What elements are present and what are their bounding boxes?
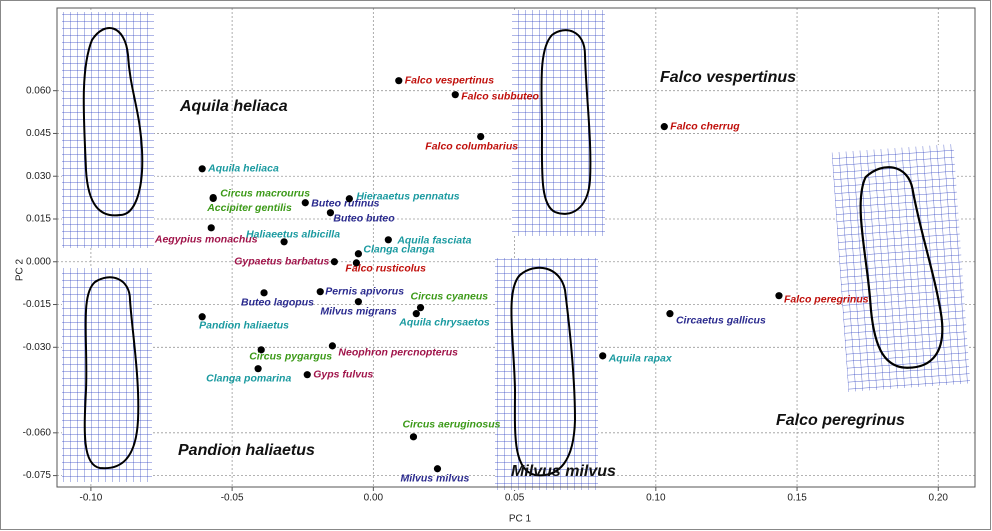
x-tick-label: 0.00 xyxy=(364,493,384,504)
point xyxy=(599,352,606,359)
point-label: Aquila chrysaetos xyxy=(398,316,490,328)
point xyxy=(199,165,206,172)
annotation: Pandion haliaetus xyxy=(178,442,315,459)
point xyxy=(452,91,459,98)
point-label: Falco rusticolus xyxy=(345,263,426,275)
point xyxy=(395,77,402,84)
point xyxy=(208,224,215,231)
point xyxy=(355,250,362,257)
point-label: Circus aeruginosus xyxy=(402,419,500,431)
y-tick-label: 0.015 xyxy=(26,214,51,225)
point-label: Gypaetus barbatus xyxy=(234,256,329,268)
point-label: Circus cyaneus xyxy=(411,290,489,302)
y-tick-label: -0.015 xyxy=(23,299,52,310)
annotation: Falco vespertinus xyxy=(660,69,796,86)
y-tick-label: -0.075 xyxy=(23,470,52,481)
point xyxy=(331,258,338,265)
annotation: Aquila heliaca xyxy=(179,98,288,115)
point-label: Falco subbuteo xyxy=(461,90,539,102)
point-label: Aquila rapax xyxy=(608,353,673,365)
point xyxy=(666,310,673,317)
shape-grid xyxy=(62,12,154,248)
point-label: Falco vespertinus xyxy=(405,74,494,86)
point xyxy=(477,133,484,140)
point-label: Neophron percnopterus xyxy=(338,347,458,359)
point xyxy=(329,342,336,349)
y-tick-label: 0.030 xyxy=(26,171,51,182)
point xyxy=(255,365,262,372)
y-tick-label: -0.030 xyxy=(23,342,52,353)
annotation: Milvus milvus xyxy=(511,463,616,480)
point-label: Circus pygargus xyxy=(249,351,332,363)
point-label: Milvus milvus xyxy=(400,473,469,485)
point-label: Falco peregrinus xyxy=(784,293,869,305)
point-label: Falco cherrug xyxy=(670,120,740,132)
shape-grid xyxy=(832,144,970,392)
x-axis-label: PC 1 xyxy=(509,514,532,525)
shape-grid xyxy=(512,10,605,236)
point-label: Gyps fulvus xyxy=(313,368,373,380)
point xyxy=(661,123,668,130)
point xyxy=(260,289,267,296)
point-label: Clanga clanga xyxy=(363,244,434,256)
point-label: Aegypius monachus xyxy=(154,234,258,246)
x-tick-label: 0.05 xyxy=(505,493,525,504)
point xyxy=(302,199,309,206)
shape-grid xyxy=(495,258,598,490)
point-label: Pernis apivorus xyxy=(325,285,404,297)
point xyxy=(304,371,311,378)
x-tick-label: -0.05 xyxy=(221,493,244,504)
point-label: Pandion haliaetus xyxy=(199,320,289,332)
y-axis-label: PC 2 xyxy=(15,258,26,281)
point xyxy=(385,236,392,243)
point-label: Buteo lagopus xyxy=(241,297,314,309)
point-label: Circus macrourus xyxy=(220,187,310,199)
point-label: Circaetus gallicus xyxy=(676,314,766,326)
point-label: Buteo buteo xyxy=(333,212,395,224)
point-label: Haliaeetus albicilla xyxy=(246,229,340,241)
point xyxy=(317,288,324,295)
x-tick-label: 0.20 xyxy=(929,493,949,504)
point xyxy=(346,195,353,202)
y-tick-label: 0.045 xyxy=(26,128,51,139)
point-label: Falco columbarius xyxy=(425,140,518,152)
point xyxy=(355,298,362,305)
point xyxy=(434,465,441,472)
annotation: Falco peregrinus xyxy=(776,412,905,429)
point xyxy=(417,304,424,311)
point xyxy=(210,195,217,202)
y-tick-label: -0.060 xyxy=(23,427,52,438)
point-label: Milvus migrans xyxy=(320,305,397,317)
point xyxy=(775,292,782,299)
chart: PC 1 PC 2 Aquila heliaca Falco vespertin… xyxy=(0,0,992,531)
point-label: Clanga pomarina xyxy=(206,372,291,384)
point xyxy=(410,433,417,440)
x-tick-label: 0.10 xyxy=(646,493,666,504)
y-tick-label: 0.000 xyxy=(26,256,51,267)
x-tick-label: -0.10 xyxy=(79,493,102,504)
point-label: Accipiter gentilis xyxy=(206,202,292,214)
point-label: Hieraaetus pennatus xyxy=(356,191,459,203)
x-tick-label: 0.15 xyxy=(787,493,807,504)
shape-grid xyxy=(62,268,152,482)
y-tick-label: 0.060 xyxy=(26,85,51,96)
point-label: Aquila heliaca xyxy=(207,163,279,175)
